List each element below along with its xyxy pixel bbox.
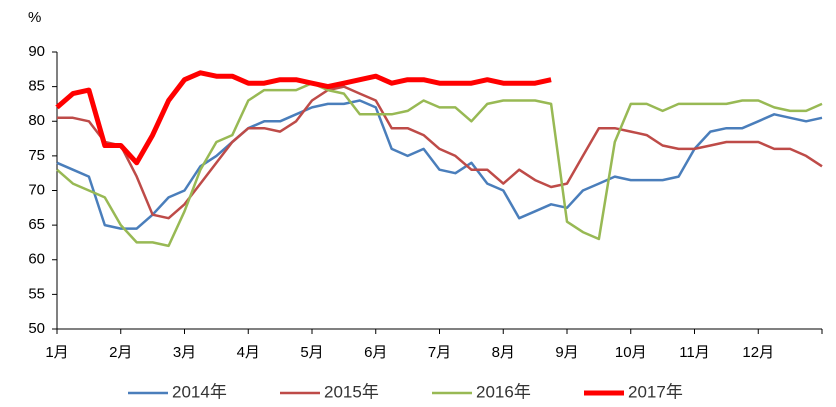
x-tick-label: 2月	[109, 344, 132, 361]
x-tick-label: 10月	[615, 344, 647, 361]
y-tick-label: 80	[28, 112, 45, 129]
series-line	[56, 81, 823, 248]
x-tick-label: 6月	[364, 344, 387, 361]
y-tick-label: 75	[28, 147, 45, 164]
x-tick-label: 5月	[300, 344, 323, 361]
y-tick-label: 60	[28, 251, 45, 268]
x-tick-label: 1月	[45, 344, 68, 361]
legend-label: 2016年	[476, 382, 531, 401]
x-tick-label: 4月	[237, 344, 260, 361]
legend-label: 2015年	[324, 382, 379, 401]
x-tick-label: 11月	[679, 344, 710, 361]
x-tick-label: 12月	[742, 344, 774, 361]
series-line	[57, 85, 823, 220]
y-axis-label: %	[28, 9, 41, 26]
series-line	[55, 70, 552, 166]
y-tick-label: 55	[28, 285, 45, 302]
x-tick-label: 9月	[555, 344, 578, 361]
legend-label: 2017年	[628, 382, 683, 401]
x-tick-label: 7月	[428, 344, 451, 361]
series-line	[56, 99, 823, 230]
y-tick-label: 50	[28, 320, 45, 337]
y-tick-label: 65	[28, 216, 45, 233]
legend-label: 2014年	[172, 382, 227, 401]
x-tick-label: 3月	[173, 344, 196, 361]
x-tick-label: 8月	[492, 344, 515, 361]
y-tick-label: 85	[28, 78, 45, 95]
y-tick-label: 70	[28, 181, 45, 198]
y-tick-label: 90	[28, 43, 45, 60]
